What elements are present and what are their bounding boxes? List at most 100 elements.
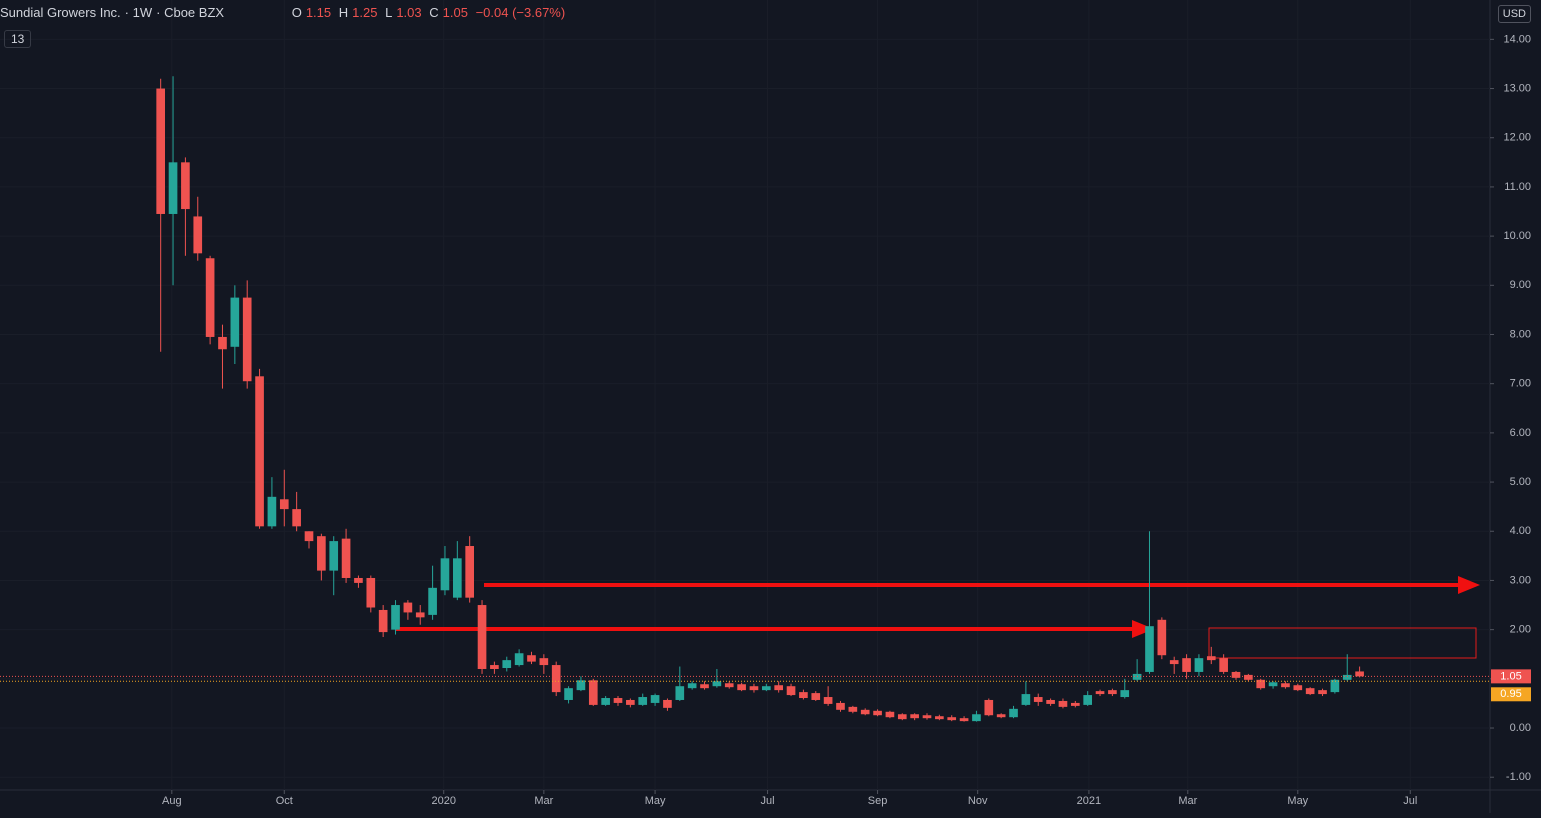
change: −0.04 (−3.67%) — [475, 5, 566, 20]
candle-body — [588, 680, 598, 705]
candle-body — [823, 697, 833, 704]
candle-body — [205, 258, 215, 337]
candle-body — [1157, 619, 1167, 656]
x-tick-label: Nov — [968, 795, 988, 807]
x-tick-label: May — [1287, 795, 1308, 807]
candle-body — [1033, 697, 1043, 702]
candle-body — [922, 715, 932, 719]
x-tick-label: 2021 — [1077, 795, 1101, 807]
candle-body — [1244, 674, 1253, 680]
candle-body — [1070, 702, 1080, 706]
arrow-head — [1458, 576, 1480, 594]
y-tick-label: 5.00 — [1510, 476, 1531, 488]
candle-body — [181, 162, 190, 210]
x-tick-label: Oct — [276, 795, 293, 807]
candle-body — [502, 660, 512, 669]
candle-body — [1108, 690, 1117, 695]
exchange: Cboe BZX — [164, 5, 225, 20]
candle-body — [156, 88, 166, 214]
y-tick-label: 9.00 — [1510, 279, 1531, 291]
candle-body — [317, 536, 326, 571]
y-tick-label: 6.00 — [1510, 427, 1531, 439]
candle-body — [1318, 690, 1327, 695]
candle-body — [193, 216, 203, 254]
candle-body — [761, 686, 771, 691]
candle-body — [440, 558, 450, 591]
candle-body — [1194, 658, 1204, 672]
candle-body — [1293, 685, 1303, 691]
y-tick-label: 10.00 — [1503, 230, 1531, 242]
candle-body — [218, 336, 227, 350]
candle-body — [354, 577, 363, 583]
candle-body — [1206, 656, 1216, 661]
x-tick-label: Jul — [1403, 795, 1417, 807]
ohlc-value: 1.25 — [352, 5, 378, 20]
y-tick-label: 11.00 — [1504, 181, 1531, 193]
candle-body — [465, 546, 475, 598]
candle-body — [428, 587, 437, 615]
candle-body — [1330, 679, 1340, 693]
arrow-head — [1132, 620, 1154, 638]
indicator-toggle[interactable]: 13 — [4, 30, 32, 48]
price-label-bg — [1491, 669, 1531, 684]
candle-body — [1083, 695, 1093, 705]
candle-body — [1145, 626, 1154, 672]
candle-body — [341, 538, 351, 578]
candle-body — [700, 684, 709, 689]
candle-body — [638, 697, 648, 705]
x-tick-label: Aug — [162, 795, 182, 807]
candle-body — [1219, 658, 1228, 672]
candle-body — [1231, 671, 1241, 678]
candle-body — [415, 612, 425, 618]
candle-body — [1268, 682, 1278, 687]
candle-body — [687, 683, 697, 689]
x-tick-label: Sep — [868, 795, 888, 807]
candle-body — [663, 699, 672, 708]
y-tick-label: 3.00 — [1510, 574, 1531, 586]
candle-body — [267, 496, 277, 527]
y-tick-label: 14.00 — [1503, 33, 1531, 45]
x-tick-label: Mar — [1178, 795, 1197, 807]
header: Sundial Growers Inc. · 1W · Cboe BZX O 1.15… — [0, 5, 566, 20]
price-label-bg — [1491, 687, 1531, 702]
candle-body — [1058, 700, 1068, 707]
candle-body — [626, 699, 635, 705]
candle-body — [1342, 674, 1352, 680]
price-label: 0.95 — [1500, 688, 1521, 700]
candle-body — [452, 558, 462, 598]
candle-body — [255, 376, 264, 527]
ohlc-value: 1.03 — [396, 5, 422, 20]
ohlc-label: L — [385, 5, 393, 20]
ohlc-label: O — [291, 5, 302, 20]
candle-body — [1095, 691, 1105, 695]
candle-body — [675, 686, 685, 700]
ohlc-value: 1.05 — [442, 5, 468, 20]
y-tick-label: 0.00 — [1510, 722, 1531, 734]
candle-body — [1120, 690, 1130, 698]
candle-body — [848, 706, 858, 712]
candle-body — [897, 714, 907, 720]
candle-body — [1169, 660, 1179, 665]
candle-body — [477, 605, 487, 669]
candle-body — [959, 718, 969, 722]
ohlc-label: H — [338, 5, 349, 20]
candle-body — [1305, 688, 1315, 695]
candle-body — [403, 602, 413, 613]
candle-body — [1021, 694, 1031, 705]
y-tick-label: 12.00 — [1503, 132, 1531, 144]
candle-body — [1281, 683, 1290, 688]
candle-body — [366, 577, 376, 608]
candle-body — [996, 714, 1006, 718]
candle-body — [1256, 679, 1266, 689]
currency-button[interactable]: USD — [1497, 5, 1531, 23]
candle-body — [935, 716, 944, 720]
candle-body — [230, 297, 240, 347]
candle-body — [712, 681, 722, 687]
candle-body — [749, 686, 759, 691]
candle-body — [292, 509, 301, 527]
range-box — [1208, 627, 1477, 659]
candle-body — [984, 699, 994, 716]
candle-body — [1355, 671, 1364, 677]
candle-body — [490, 665, 499, 669]
candle-body — [576, 680, 586, 691]
